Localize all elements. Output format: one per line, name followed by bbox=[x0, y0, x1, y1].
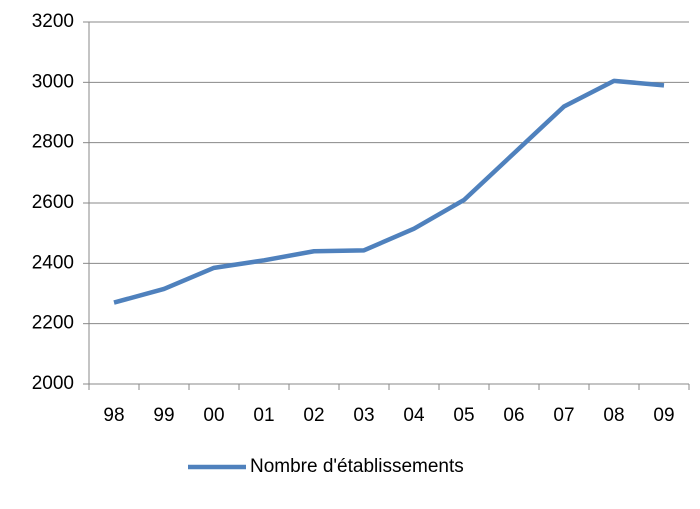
x-tick-label: 00 bbox=[203, 405, 224, 426]
y-tick-label: 2800 bbox=[32, 132, 74, 153]
y-tick-label: 2400 bbox=[32, 252, 74, 273]
y-tick-label: 2200 bbox=[32, 313, 74, 334]
x-tick-label: 99 bbox=[153, 405, 174, 426]
x-tick-label: 06 bbox=[503, 405, 524, 426]
x-tick-label: 07 bbox=[553, 405, 574, 426]
y-tick-label: 2000 bbox=[32, 373, 74, 394]
x-tick-label: 05 bbox=[453, 405, 474, 426]
y-tick-label: 3000 bbox=[32, 71, 74, 92]
legend-label: Nombre d'établissements bbox=[250, 456, 464, 477]
x-tick-label: 09 bbox=[653, 405, 674, 426]
y-tick-label: 2600 bbox=[32, 192, 74, 213]
x-tick-label: 04 bbox=[403, 405, 425, 426]
x-tick-label: 01 bbox=[253, 405, 274, 426]
y-tick-label: 3200 bbox=[32, 11, 74, 32]
x-tick-label: 98 bbox=[103, 405, 124, 426]
x-tick-label: 03 bbox=[353, 405, 374, 426]
data-line bbox=[113, 78, 665, 305]
x-tick-label: 02 bbox=[303, 405, 324, 426]
x-tick-label: 08 bbox=[603, 405, 624, 426]
